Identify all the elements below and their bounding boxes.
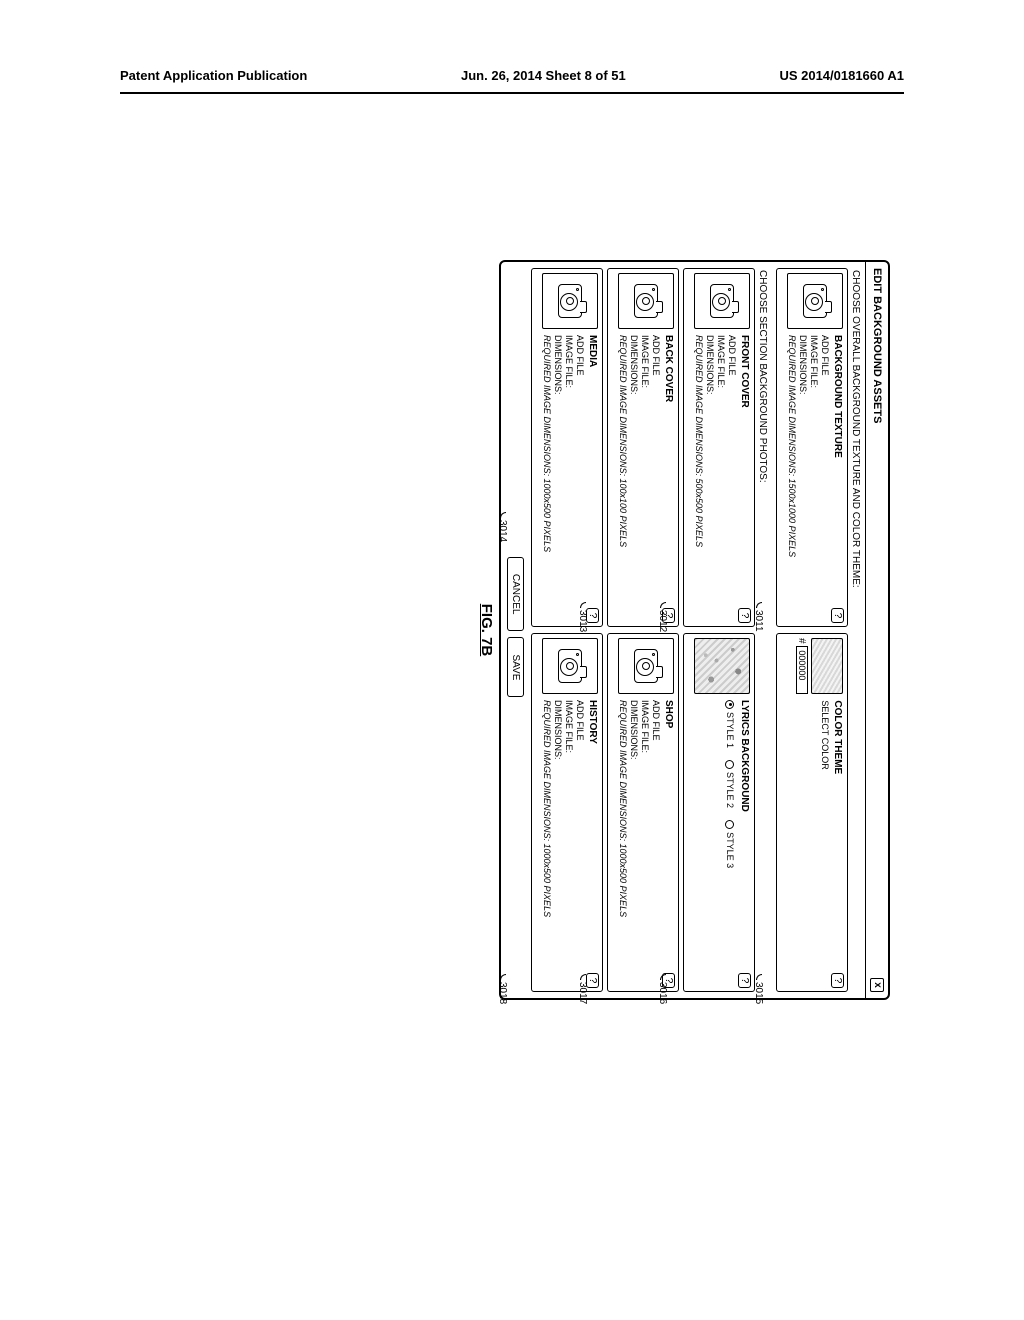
figure-label: FIG. 7B [478,260,495,1000]
bg-texture-add[interactable]: ADD FILE [819,335,830,622]
thumb-front-cover[interactable] [694,273,750,329]
camera-icon [634,649,658,683]
shop-img: IMAGE FILE: [639,700,650,987]
camera-icon [558,649,582,683]
help-icon[interactable]: ? [738,973,751,988]
front-cover-img: IMAGE FILE: [715,335,726,622]
back-cover-req: REQUIRED IMAGE DIMENSIONS: 100x100 PIXEL… [617,335,628,622]
thumb-lyrics[interactable] [694,638,750,694]
help-icon[interactable]: ? [831,608,844,623]
front-cover-title: FRONT COVER [738,335,751,622]
shop-add[interactable]: ADD FILE [650,700,661,987]
edit-background-dialog: EDIT BACKGROUND ASSETS x CHOOSE OVERALL … [499,260,890,1000]
media-req: REQUIRED IMAGE DIMENSIONS: 1000x500 PIXE… [541,335,552,622]
title-bar: EDIT BACKGROUND ASSETS x [865,262,888,998]
thumb-bg-texture[interactable] [787,273,843,329]
history-title: HISTORY [586,700,599,987]
bg-texture-req: REQUIRED IMAGE DIMENSIONS: 1500x1000 PIX… [786,335,797,622]
help-icon[interactable]: ? [738,608,751,623]
color-hex-input[interactable]: 000000 [796,646,808,694]
ref-3011: 3011 [753,602,764,632]
thumb-history[interactable] [542,638,598,694]
media-add[interactable]: ADD FILE [574,335,585,622]
back-cover-dim: DIMENSIONS: [628,335,639,622]
media-dim: DIMENSIONS: [552,335,563,622]
ref-3013: 3013 [577,602,588,632]
shop-dim: DIMENSIONS: [628,700,639,987]
ref-3015: 3015 [753,974,764,1004]
history-dim: DIMENSIONS: [552,700,563,987]
bg-texture-dim: DIMENSIONS: [797,335,808,622]
bg-texture-img: IMAGE FILE: [808,335,819,622]
back-cover-add[interactable]: ADD FILE [650,335,661,622]
radio-style1[interactable]: STYLE 1 [724,700,735,748]
camera-icon [558,284,582,318]
panel-media: MEDIA ADD FILE IMAGE FILE: DIMENSIONS: R… [531,268,603,627]
lyrics-radios: STYLE 1 STYLE 2 STYLE 3 [724,700,735,987]
thumb-shop[interactable] [618,638,674,694]
front-cover-dim: DIMENSIONS: [704,335,715,622]
ref-3016: 3016 [657,974,668,1004]
prompt-overall: CHOOSE OVERALL BACKGROUND TEXTURE AND CO… [848,262,865,998]
bg-texture-title: BACKGROUND TEXTURE [831,335,844,622]
media-img: IMAGE FILE: [563,335,574,622]
ref-3017: 3017 [577,974,588,1004]
radio-style3[interactable]: STYLE 3 [724,820,735,868]
thumb-back-cover[interactable] [618,273,674,329]
ref-3018: 3018 [497,974,508,1004]
history-add[interactable]: ADD FILE [574,700,585,987]
figure-wrap: EDIT BACKGROUND ASSETS x CHOOSE OVERALL … [130,260,890,1000]
close-icon[interactable]: x [870,978,884,992]
camera-icon [634,284,658,318]
camera-icon [803,284,827,318]
header-rule [120,92,904,94]
shop-title: SHOP [662,700,675,987]
front-cover-add[interactable]: ADD FILE [726,335,737,622]
header-center: Jun. 26, 2014 Sheet 8 of 51 [461,68,626,83]
panel-background-texture: BACKGROUND TEXTURE ADD FILE IMAGE FILE: … [776,268,848,627]
row-cover-lyrics: FRONT COVER ADD FILE IMAGE FILE: DIMENSI… [679,262,755,998]
page-header: Patent Application Publication Jun. 26, … [120,68,904,83]
radio-style2[interactable]: STYLE 2 [724,760,735,808]
ref-3012: 3012 [657,602,668,632]
media-title: MEDIA [586,335,599,622]
header-right: US 2014/0181660 A1 [779,68,904,83]
panel-front-cover: FRONT COVER ADD FILE IMAGE FILE: DIMENSI… [683,268,755,627]
header-left: Patent Application Publication [120,68,307,83]
help-icon[interactable]: ? [831,973,844,988]
back-cover-title: BACK COVER [662,335,675,622]
panel-history: HISTORY ADD FILE IMAGE FILE: DIMENSIONS:… [531,633,603,992]
color-theme-title: COLOR THEME [831,700,844,987]
panel-shop: SHOP ADD FILE IMAGE FILE: DIMENSIONS: RE… [607,633,679,992]
row-media-history: MEDIA ADD FILE IMAGE FILE: DIMENSIONS: R… [527,262,603,998]
back-cover-img: IMAGE FILE: [639,335,650,622]
panel-back-cover: BACK COVER ADD FILE IMAGE FILE: DIMENSIO… [607,268,679,627]
ref-3014: 3014 [497,512,508,542]
row-overall: BACKGROUND TEXTURE ADD FILE IMAGE FILE: … [772,262,848,998]
history-img: IMAGE FILE: [563,700,574,987]
lyrics-title: LYRICS BACKGROUND [738,700,751,987]
panel-color-theme: # 000000 COLOR THEME SELECT COLOR ? [776,633,848,992]
shop-req: REQUIRED IMAGE DIMENSIONS: 1000x500 PIXE… [617,700,628,987]
front-cover-req: REQUIRED IMAGE DIMENSIONS: 500x500 PIXEL… [693,335,704,622]
thumb-media[interactable] [542,273,598,329]
dialog-footer: CANCEL SAVE [501,262,527,998]
save-button[interactable]: SAVE [507,637,524,697]
hash-label: # [796,638,807,644]
cancel-button[interactable]: CANCEL [507,557,524,632]
dialog-title: EDIT BACKGROUND ASSETS [871,268,883,423]
hash-row: # 000000 [796,638,808,694]
camera-icon [710,284,734,318]
select-color[interactable]: SELECT COLOR [819,700,830,987]
history-req: REQUIRED IMAGE DIMENSIONS: 1000x500 PIXE… [541,700,552,987]
color-swatch[interactable] [811,638,843,694]
panel-lyrics: LYRICS BACKGROUND STYLE 1 STYLE 2 STYLE … [683,633,755,992]
